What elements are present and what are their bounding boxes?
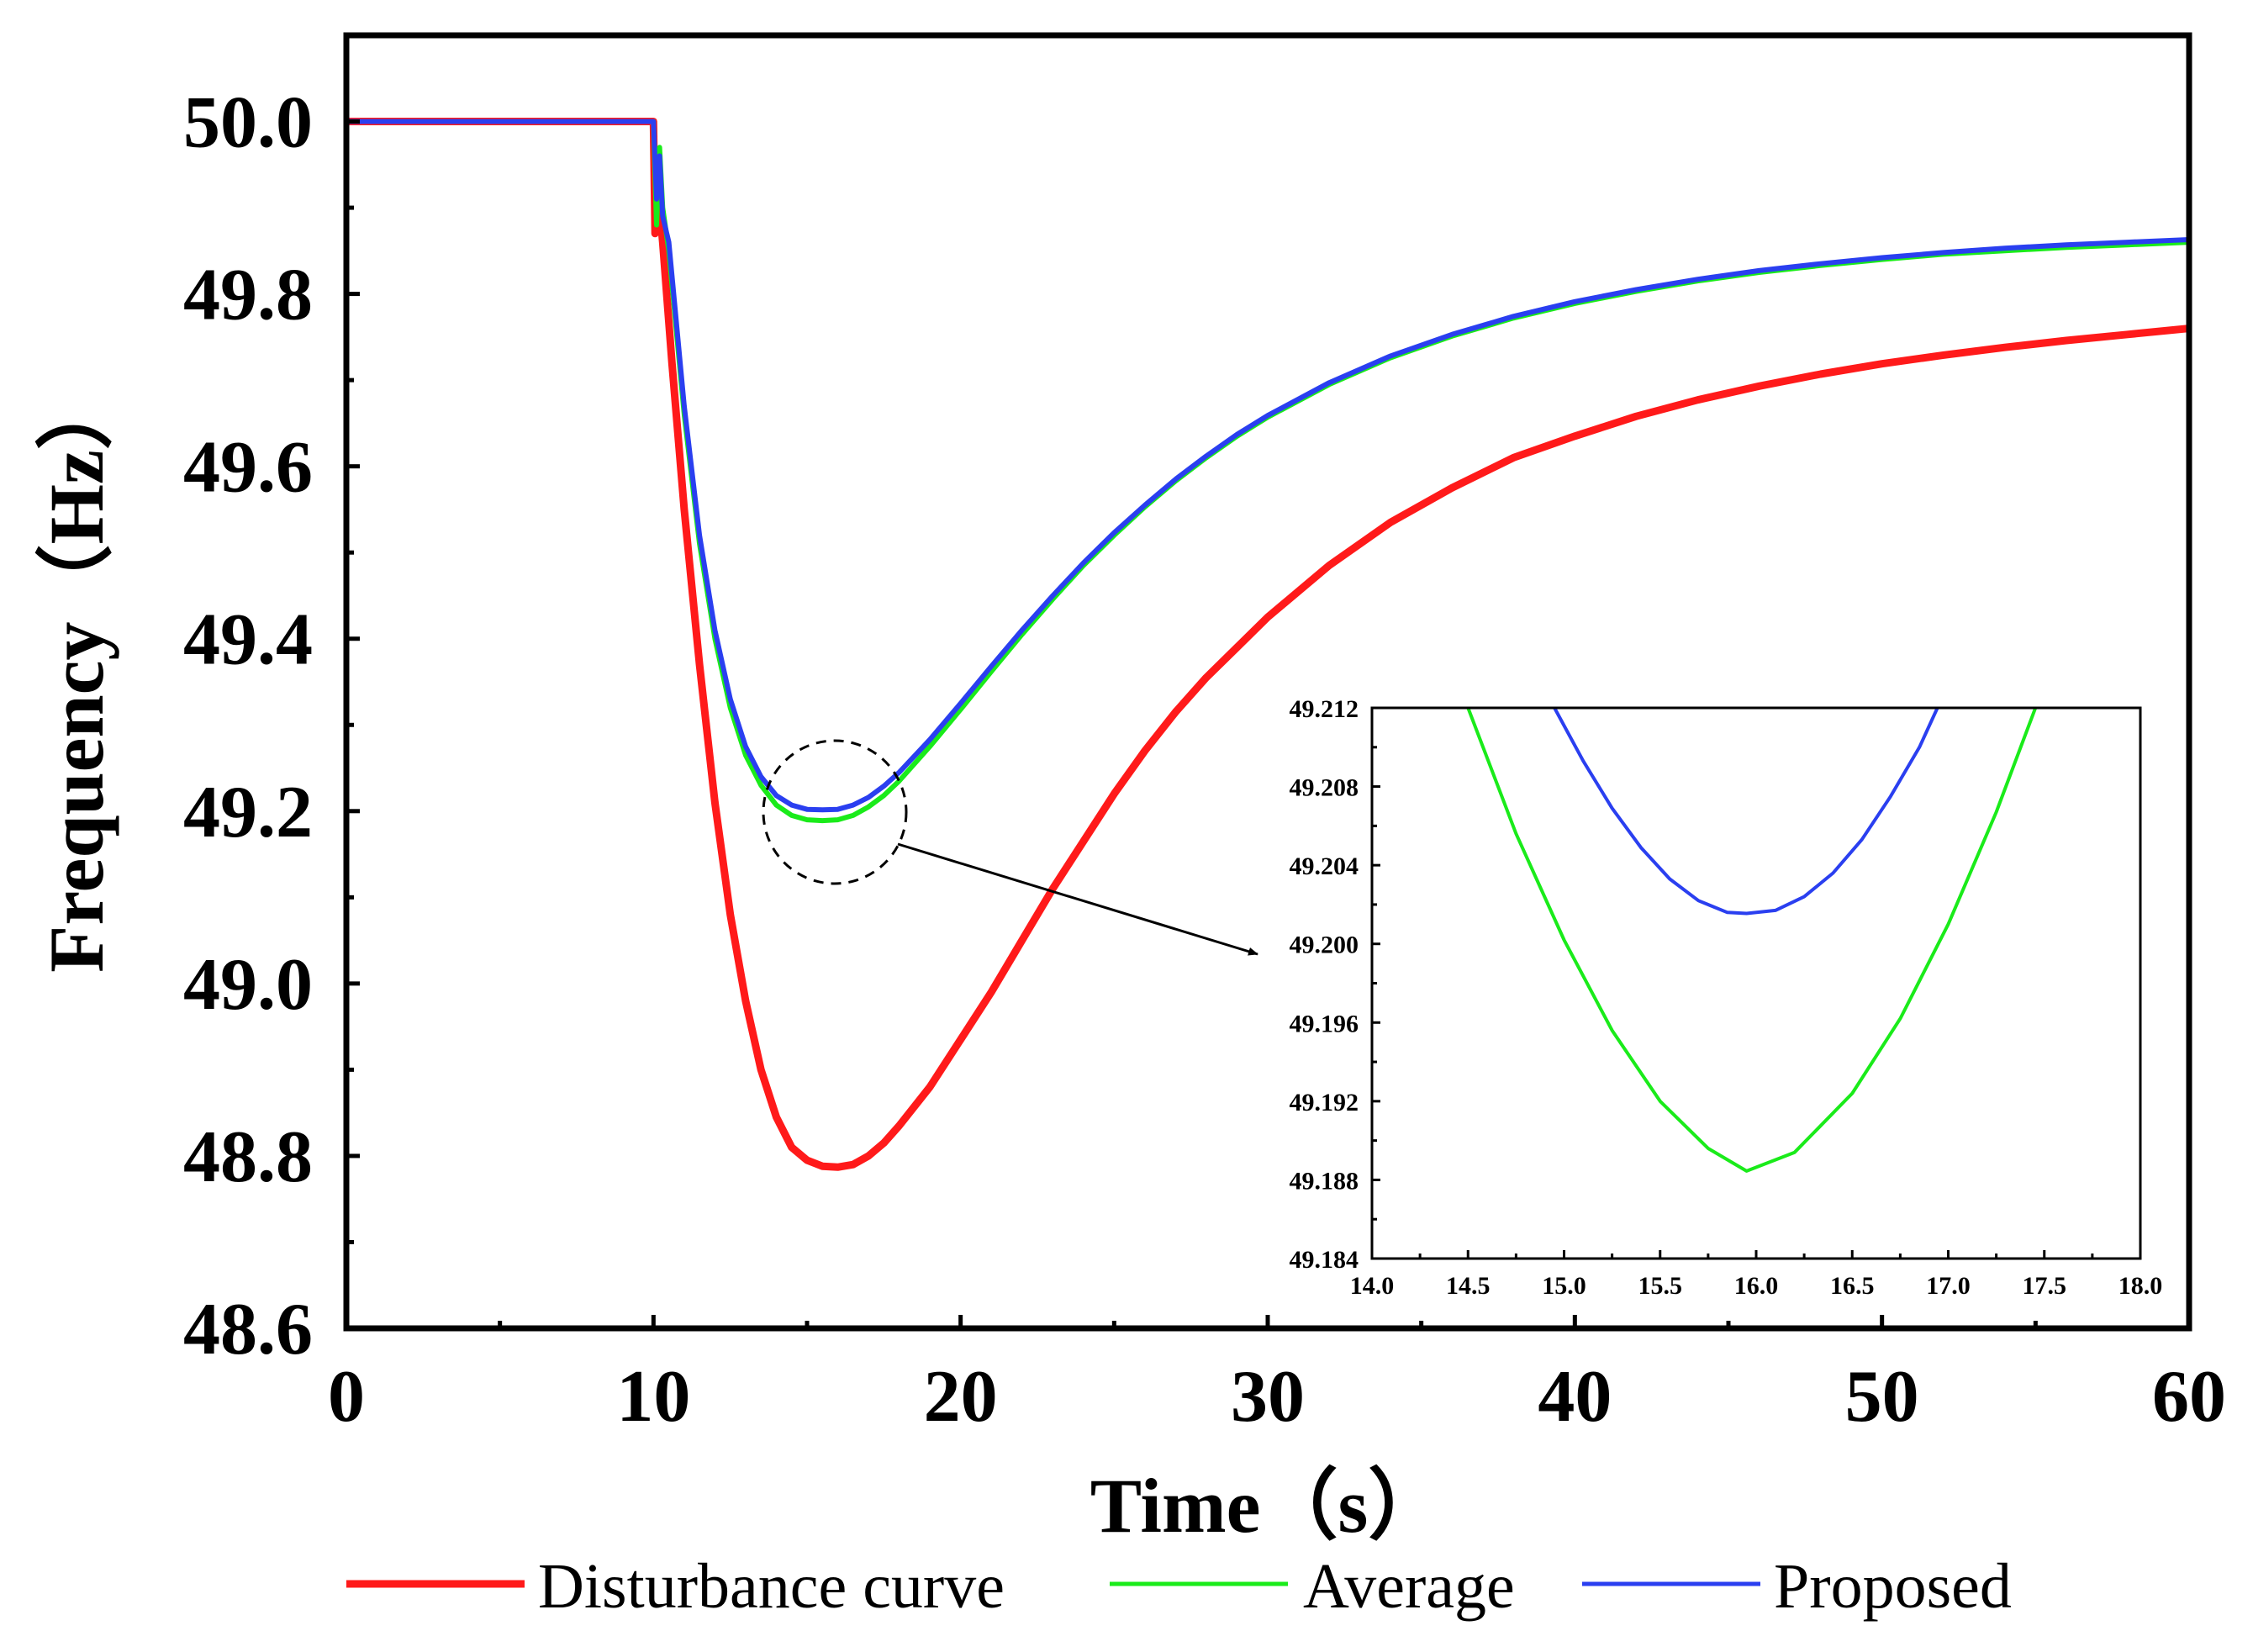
main-y-tick-label: 49.0 xyxy=(183,944,313,1026)
inset-x-tick-label: 14.0 xyxy=(1350,1272,1395,1300)
main-axes: 0 10 20 30 40 50 60 48.6 48.8 49.0 49.2 49.4 49.6 49.… xyxy=(183,33,2226,1438)
inset-x-tick-label: 17.5 xyxy=(2023,1272,2067,1300)
inset-y-tick-label: 49.212 xyxy=(1290,695,1359,723)
main-y-tick-label: 50.0 xyxy=(183,82,313,164)
inset-x-tick-label: 16.0 xyxy=(1734,1272,1779,1300)
main-y-tick-label: 49.2 xyxy=(183,772,313,853)
inset-x-tick-label: 15.5 xyxy=(1638,1272,1683,1300)
zoom-circle xyxy=(762,739,908,885)
main-x-tick-label: 20 xyxy=(924,1356,998,1438)
inset-y-tick-label: 49.204 xyxy=(1290,852,1359,880)
legend-label-proposed: Proposed xyxy=(1774,1551,2012,1622)
main-x-tick-label: 10 xyxy=(616,1356,690,1438)
inset-series-proposed xyxy=(1553,708,1939,916)
inset-x-tick-label: 18.0 xyxy=(2118,1272,2163,1300)
zoom-arrow xyxy=(897,842,1258,956)
inset-axes: 14.0 14.5 15.0 15.5 16.0 16.5 17.0 17.5 18.0 49.1… xyxy=(1290,695,2163,1300)
main-x-tick-label: 50 xyxy=(1845,1356,1919,1438)
inset-x-tick-label: 14.5 xyxy=(1446,1272,1491,1300)
main-series-proposed xyxy=(346,119,2189,813)
main-x-tick-label: 60 xyxy=(2152,1356,2226,1438)
inset-x-tick-label: 15.0 xyxy=(1542,1272,1586,1300)
inset-x-tick-label: 16.5 xyxy=(1830,1272,1875,1300)
main-y-tick-label: 49.6 xyxy=(183,427,313,509)
y-axis-title: Frequency（Hz） xyxy=(34,372,119,973)
main-y-tick-label: 49.4 xyxy=(183,599,313,681)
legend-label-average: Average xyxy=(1303,1551,1515,1622)
main-series-group xyxy=(346,118,2189,1171)
main-y-tick-label: 48.6 xyxy=(183,1289,313,1370)
main-x-tick-label: 30 xyxy=(1231,1356,1305,1438)
main-y-tick-label: 49.8 xyxy=(183,255,313,336)
inset-y-tick-label: 49.200 xyxy=(1290,932,1359,959)
x-axis-title: Time（s） xyxy=(1090,1463,1446,1549)
main-series-disturbance-curve xyxy=(346,118,2189,1171)
legend: Disturbance curve Average Proposed xyxy=(346,1551,2012,1622)
inset-y-tick-label: 49.188 xyxy=(1290,1167,1359,1195)
inset-y-tick-label: 49.192 xyxy=(1290,1089,1359,1116)
inset-x-tick-label: 17.0 xyxy=(1926,1272,1971,1300)
inset-y-tick-label: 49.196 xyxy=(1290,1010,1359,1037)
legend-label-disturbance: Disturbance curve xyxy=(538,1551,1005,1622)
inset-background xyxy=(1372,708,2140,1259)
inset-series-group xyxy=(1466,708,2038,1173)
main-x-tick-label: 40 xyxy=(1538,1356,1612,1438)
inset-y-tick-label: 49.184 xyxy=(1290,1246,1359,1274)
main-y-tick-label: 48.8 xyxy=(183,1116,313,1198)
main-x-tick-label: 0 xyxy=(328,1356,365,1438)
inset-y-tick-label: 49.208 xyxy=(1290,774,1359,802)
inset-series-average xyxy=(1466,708,2038,1173)
